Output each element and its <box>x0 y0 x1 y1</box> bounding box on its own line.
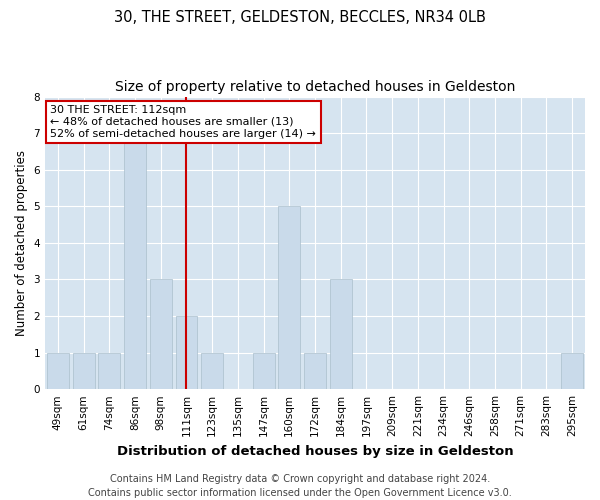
Bar <box>98 352 120 389</box>
Bar <box>73 352 95 389</box>
Text: Contains HM Land Registry data © Crown copyright and database right 2024.
Contai: Contains HM Land Registry data © Crown c… <box>88 474 512 498</box>
Text: 30, THE STREET, GELDESTON, BECCLES, NR34 0LB: 30, THE STREET, GELDESTON, BECCLES, NR34… <box>114 10 486 25</box>
Text: 30 THE STREET: 112sqm
← 48% of detached houses are smaller (13)
52% of semi-deta: 30 THE STREET: 112sqm ← 48% of detached … <box>50 106 316 138</box>
Bar <box>201 352 223 389</box>
Bar <box>124 133 146 389</box>
X-axis label: Distribution of detached houses by size in Geldeston: Distribution of detached houses by size … <box>117 444 514 458</box>
Bar <box>176 316 197 389</box>
Bar <box>330 280 352 389</box>
Bar <box>304 352 326 389</box>
Bar <box>561 352 583 389</box>
Y-axis label: Number of detached properties: Number of detached properties <box>15 150 28 336</box>
Bar <box>253 352 275 389</box>
Title: Size of property relative to detached houses in Geldeston: Size of property relative to detached ho… <box>115 80 515 94</box>
Bar <box>47 352 69 389</box>
Bar <box>278 206 300 389</box>
Bar <box>150 280 172 389</box>
